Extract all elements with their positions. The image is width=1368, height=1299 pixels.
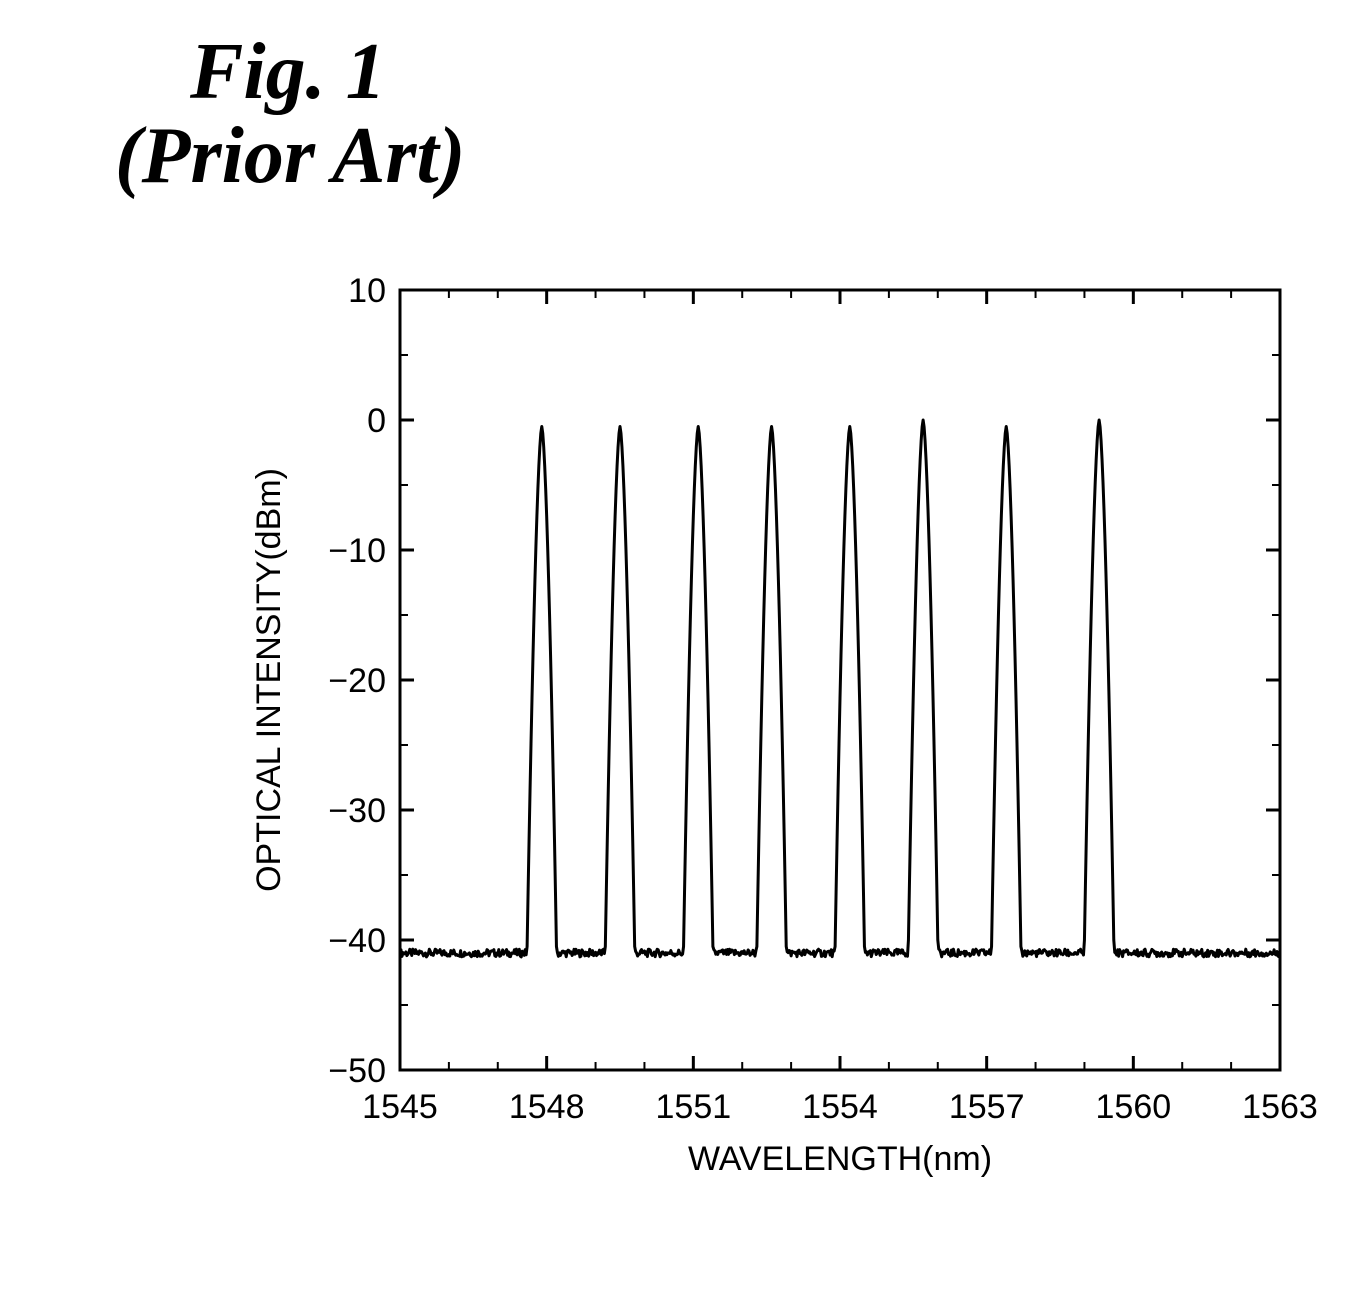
y-tick-label: −30 <box>328 792 386 830</box>
x-tick-label: 1557 <box>949 1088 1025 1126</box>
y-tick-label: 10 <box>348 272 386 310</box>
y-tick-label: −20 <box>328 662 386 700</box>
y-tick-label: −10 <box>328 532 386 570</box>
x-tick-label: 1554 <box>802 1088 878 1126</box>
figure-title-line2: (Prior Art) <box>115 114 465 198</box>
figure-title: Fig. 1 (Prior Art) <box>190 30 465 198</box>
x-tick-label: 1545 <box>362 1088 438 1126</box>
x-tick-label: 1551 <box>656 1088 732 1126</box>
x-tick-label: 1560 <box>1096 1088 1172 1126</box>
chart-svg: 1545 1548 1551 1554 1557 1560 1563 −50 −40 −30 −20… <box>230 250 1350 1260</box>
x-tick-label: 1548 <box>509 1088 585 1126</box>
y-tick-label: 0 <box>367 402 386 440</box>
y-tick-label: −50 <box>328 1052 386 1090</box>
y-tick-label: −40 <box>328 922 386 960</box>
y-axis-label: OPTICAL INTENSITY(dBm) <box>250 468 288 892</box>
page: Fig. 1 (Prior Art) 154515481551155415571… <box>0 0 1368 1299</box>
figure-title-line1: Fig. 1 <box>190 28 386 116</box>
x-tick-label: 1563 <box>1242 1088 1318 1126</box>
spectrum-chart: 1545 1548 1551 1554 1557 1560 1563 −50 −40 −30 −20… <box>230 250 1350 1265</box>
x-axis-label: WAVELENGTH(nm) <box>688 1140 992 1178</box>
